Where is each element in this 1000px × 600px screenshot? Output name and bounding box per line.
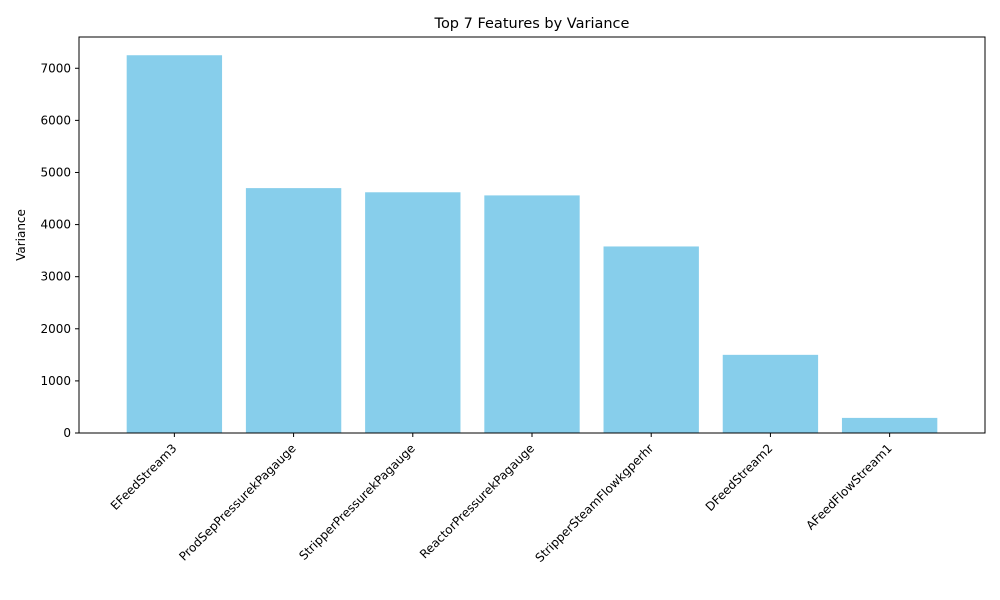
y-tick-label: 7000 <box>40 61 71 75</box>
chart-title: Top 7 Features by Variance <box>434 16 630 32</box>
y-tick-label: 5000 <box>40 165 71 179</box>
y-axis-title: Variance <box>14 209 28 261</box>
y-tick-label: 2000 <box>40 322 71 336</box>
bar-EFeedStream3 <box>126 55 223 433</box>
y-tick-label: 3000 <box>40 270 71 284</box>
y-axis-ticks: 0 1000 2000 3000 4000 5000 6000 7000 <box>40 61 79 440</box>
y-tick-label: 0 <box>63 426 71 440</box>
y-tick-label: 4000 <box>40 218 71 232</box>
y-tick-label: 6000 <box>40 113 71 127</box>
plot-area-frame <box>78 36 986 434</box>
bar-DFeedStream2 <box>722 354 819 433</box>
bar-ReactorPressurekPagauge <box>484 195 580 433</box>
bar-ProdSepPressurekPagauge <box>245 188 342 433</box>
bar-StripperSteamFlowkgperhr <box>603 246 699 433</box>
bar-AFeedFlowStream1 <box>841 417 938 433</box>
bar-StripperPressurekPagauge <box>365 192 461 433</box>
bars-group <box>126 55 938 433</box>
y-tick-label: 1000 <box>40 374 71 388</box>
